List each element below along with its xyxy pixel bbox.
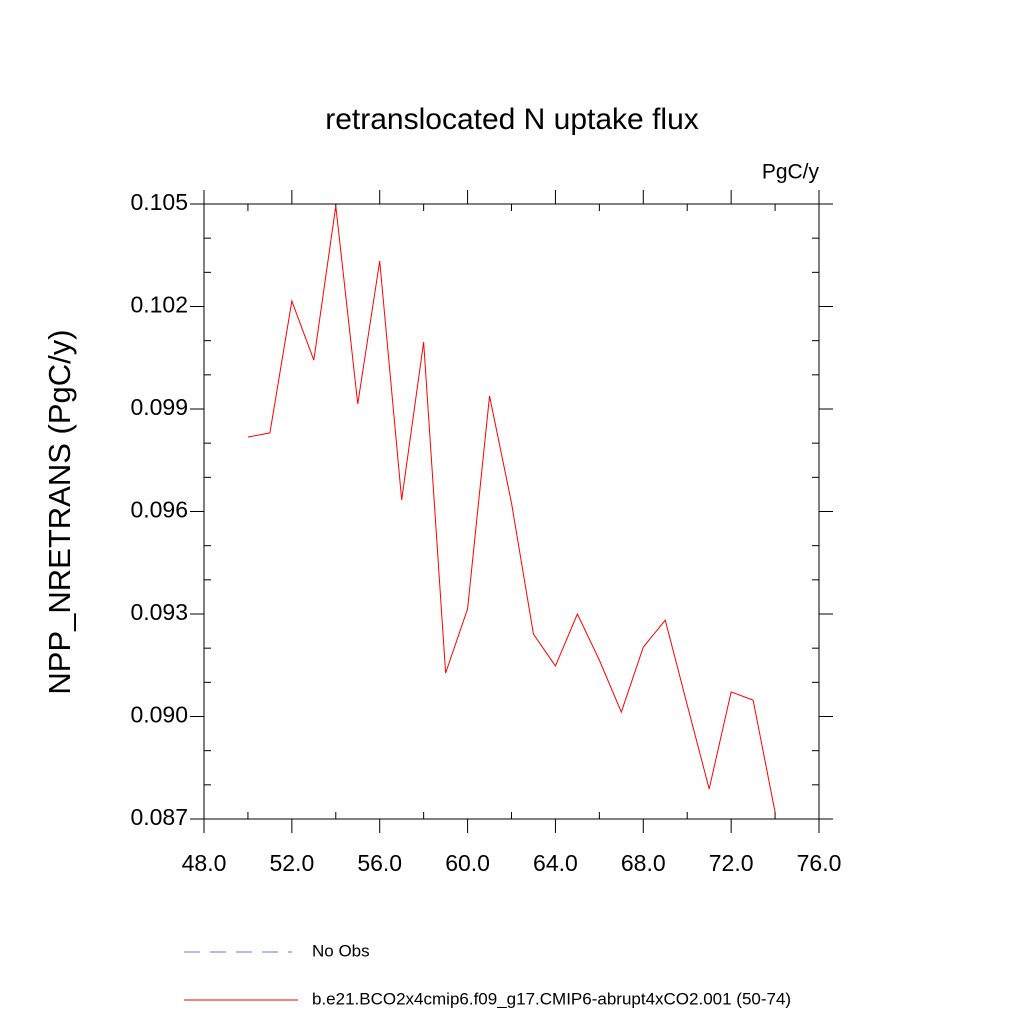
x-tick-label: 72.0 <box>709 850 754 876</box>
x-tick-label: 64.0 <box>533 850 578 876</box>
y-tick-label: 0.093 <box>130 599 188 625</box>
y-axis-label: NPP_NRETRANS (PgC/y) <box>42 329 77 694</box>
y-tick-label: 0.102 <box>130 292 188 318</box>
y-tick-label: 0.096 <box>130 497 188 523</box>
y-tick-label: 0.099 <box>130 394 188 420</box>
x-tick-label: 48.0 <box>182 850 227 876</box>
y-tick-label: 0.090 <box>130 702 188 728</box>
x-tick-label: 56.0 <box>357 850 402 876</box>
x-tick-label: 76.0 <box>797 850 842 876</box>
x-tick-label: 60.0 <box>445 850 490 876</box>
plot-frame <box>203 203 820 820</box>
legend-label: b.e21.BCO2x4cmip6.f09_g17.CMIP6-abrupt4x… <box>312 989 791 1008</box>
y-tick-label: 0.087 <box>130 804 188 830</box>
x-tick-label: 68.0 <box>621 850 666 876</box>
y-tick-label: 0.105 <box>130 189 188 215</box>
units-label: PgC/y <box>762 161 820 184</box>
x-tick-label: 52.0 <box>269 850 314 876</box>
data-line <box>247 205 776 813</box>
legend-label: No Obs <box>312 941 370 960</box>
chart-title: retranslocated N uptake flux <box>325 103 699 136</box>
